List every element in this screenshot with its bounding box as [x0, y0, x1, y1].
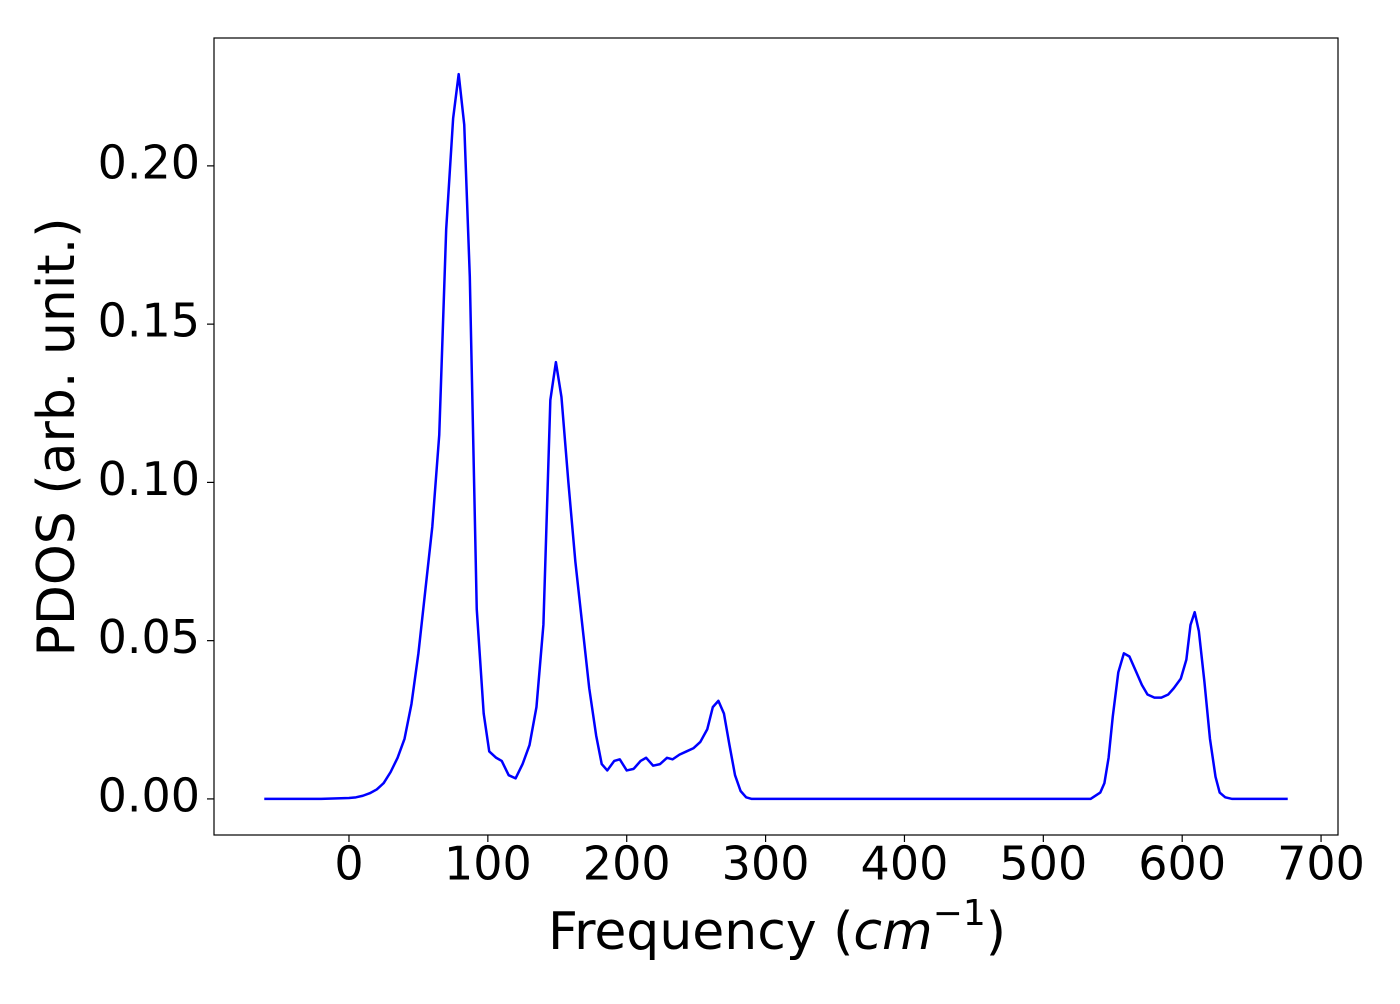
x-tick-label: 600	[1138, 837, 1226, 891]
x-tick-label: 100	[444, 837, 532, 891]
x-tick-label: 0	[334, 837, 363, 891]
data-line	[264, 72, 1288, 801]
x-label-exponent: −1	[933, 893, 986, 934]
x-tick-label: 300	[722, 837, 810, 891]
y-tick-label: 0.00	[98, 768, 200, 822]
x-tick-label: 700	[1277, 837, 1365, 891]
x-label-math: cm	[853, 902, 932, 962]
y-axis-label: PDOS (arb. unit.)	[27, 217, 87, 656]
x-tick-label: 200	[583, 837, 671, 891]
x-axis-label: Frequency (cm−1)	[548, 893, 1006, 962]
y-tick-label: 0.15	[98, 294, 200, 348]
x-tick-label: 400	[861, 837, 949, 891]
x-label-end: )	[986, 902, 1006, 962]
x-tick-label: 500	[999, 837, 1087, 891]
y-tick-label: 0.05	[98, 610, 200, 664]
y-tick-label: 0.20	[98, 135, 200, 189]
plot-frame	[213, 37, 1339, 836]
x-label-text: Frequency (	[548, 902, 853, 962]
y-tick-label: 0.10	[98, 452, 200, 506]
